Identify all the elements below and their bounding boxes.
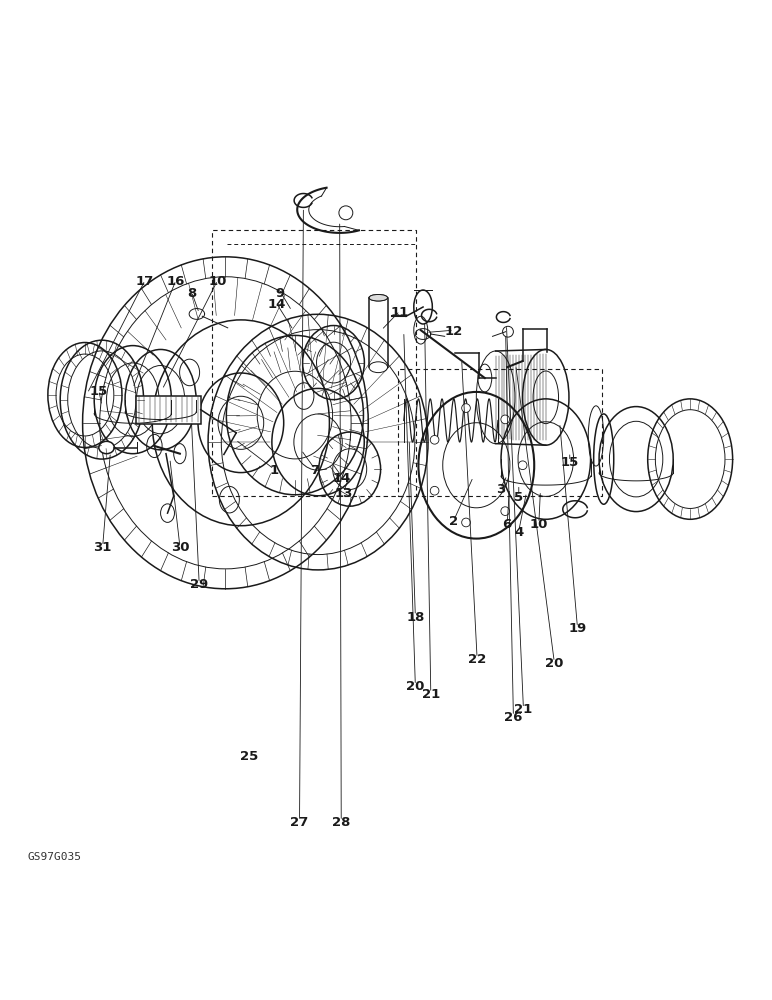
Text: 3: 3 (496, 483, 505, 496)
Text: 20: 20 (406, 680, 425, 693)
Circle shape (501, 415, 510, 424)
Text: 17: 17 (136, 275, 154, 288)
Text: 12: 12 (445, 325, 463, 338)
Text: 6: 6 (503, 518, 512, 531)
Text: 27: 27 (290, 816, 309, 829)
Circle shape (518, 461, 527, 470)
Text: 21: 21 (422, 688, 440, 701)
Ellipse shape (369, 294, 388, 301)
Text: 22: 22 (468, 653, 486, 666)
Circle shape (501, 507, 510, 515)
Text: 30: 30 (171, 541, 189, 554)
Text: 15: 15 (560, 456, 579, 469)
Text: 13: 13 (334, 487, 353, 500)
Ellipse shape (99, 441, 114, 454)
Text: 14: 14 (333, 472, 351, 485)
Circle shape (462, 404, 470, 412)
Text: 29: 29 (190, 578, 208, 591)
Circle shape (430, 486, 439, 495)
Text: 11: 11 (391, 306, 409, 319)
Circle shape (430, 435, 439, 444)
Text: 2: 2 (449, 515, 459, 528)
Text: 4: 4 (514, 526, 523, 539)
Text: 16: 16 (167, 275, 185, 288)
Text: 26: 26 (504, 711, 523, 724)
Text: 5: 5 (514, 491, 523, 504)
Text: 10: 10 (530, 518, 548, 531)
Circle shape (339, 206, 353, 220)
Text: 8: 8 (187, 287, 196, 300)
Text: 10: 10 (208, 275, 227, 288)
Text: GS97G035: GS97G035 (27, 852, 81, 862)
Text: 19: 19 (568, 622, 587, 635)
Text: 31: 31 (93, 541, 112, 554)
Text: 1: 1 (269, 464, 279, 477)
Circle shape (462, 518, 470, 527)
Text: 9: 9 (276, 287, 285, 300)
Text: 20: 20 (545, 657, 564, 670)
Text: 21: 21 (514, 703, 533, 716)
Text: 15: 15 (90, 385, 108, 398)
Text: 25: 25 (240, 750, 259, 763)
Text: 7: 7 (310, 464, 320, 477)
Text: 14: 14 (267, 298, 286, 311)
Text: 18: 18 (406, 611, 425, 624)
Bar (136, 396, 201, 424)
Text: 28: 28 (332, 816, 350, 829)
